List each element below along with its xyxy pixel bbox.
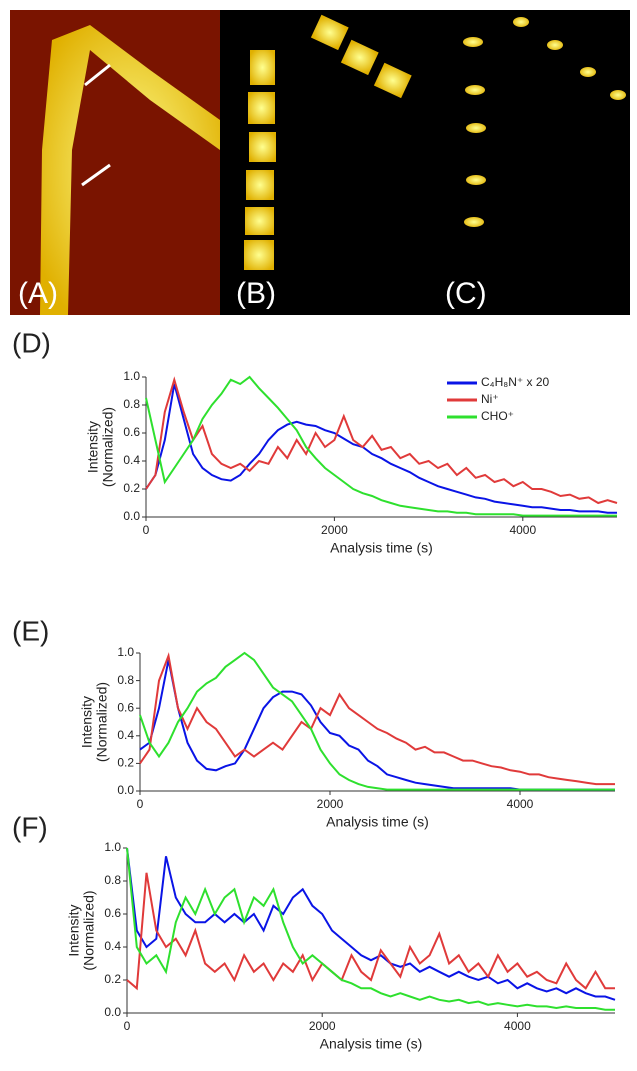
chart-title: (F) [12,811,48,842]
panel-label: (A) [18,277,58,310]
x-tick-label: 0 [124,1019,131,1033]
x-tick-label: 2000 [309,1019,336,1033]
y-tick-label: 0.4 [123,453,140,467]
y-tick-label: 0.6 [104,906,121,920]
y-tick-label: 0.8 [104,873,121,887]
legend-label: C₄H₈N⁺ x 20 [481,375,550,389]
series-line [126,847,615,1011]
y-tick-label: 0.4 [104,939,121,953]
x-tick-label: 4000 [507,797,534,811]
y-tick-label: 0.2 [123,481,140,495]
image-c [430,10,630,315]
series-line [126,872,615,991]
y-tick-label: 0.0 [104,1005,121,1019]
x-tick-label: 4000 [509,523,536,537]
series-line [139,651,615,791]
legend-label: Ni⁺ [481,392,499,406]
x-axis-label: Analysis time (s) [320,1036,423,1052]
panel-label: (C) [445,277,487,310]
series-line [145,383,617,514]
y-axis-label: (Normalized) [94,682,110,762]
image-b [220,10,430,315]
y-tick-label: 0.4 [117,728,134,742]
series-line [145,376,618,505]
x-axis-label: Analysis time (s) [330,540,433,556]
y-axis-label: (Normalized) [100,407,116,487]
chart-title: (E) [12,615,49,646]
y-tick-label: 0.6 [123,425,140,439]
y-axis-label: (Normalized) [81,890,97,970]
y-tick-label: 0.8 [123,397,140,411]
x-axis-label: Analysis time (s) [326,814,429,830]
y-tick-label: 0.0 [117,783,134,797]
series-line [126,847,616,1001]
legend-label: CHO⁺ [481,409,514,423]
series-line [145,375,617,517]
y-tick-label: 0.8 [117,673,134,687]
y-axis-label: Intensity [66,904,82,956]
x-tick-label: 4000 [504,1019,531,1033]
x-tick-label: 2000 [317,797,344,811]
x-tick-label: 0 [143,523,150,537]
panel-label: (B) [236,277,276,310]
x-tick-label: 2000 [321,523,348,537]
chart-title: (D) [12,327,51,358]
y-tick-label: 1.0 [117,645,134,659]
y-tick-label: 0.2 [104,972,121,986]
y-axis-label: Intensity [79,696,95,748]
y-tick-label: 1.0 [104,840,121,854]
x-tick-label: 0 [137,797,144,811]
y-tick-label: 0.2 [117,756,134,770]
y-tick-label: 0.6 [117,700,134,714]
series-line [139,652,615,786]
y-axis-label: Intensity [85,421,101,473]
y-tick-label: 1.0 [123,369,140,383]
image-a [10,10,220,315]
y-tick-label: 0.0 [123,509,140,523]
